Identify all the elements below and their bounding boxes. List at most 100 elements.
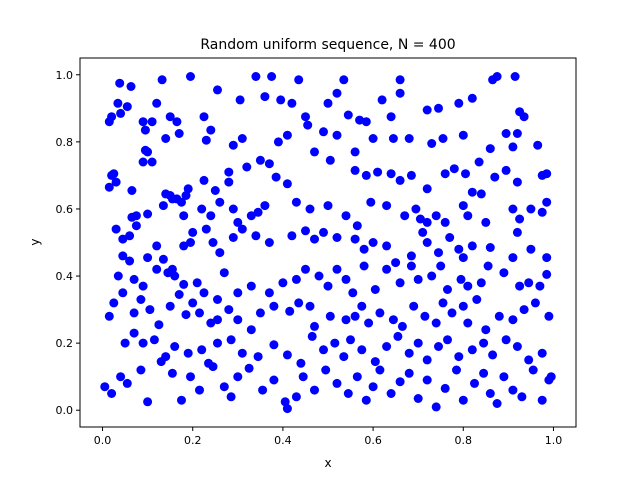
- data-point: [467, 241, 477, 251]
- data-point: [165, 191, 175, 200]
- data-point: [213, 338, 222, 348]
- data-point: [296, 358, 306, 368]
- data-point: [129, 274, 139, 284]
- data-point: [463, 211, 473, 221]
- data-point: [359, 244, 369, 254]
- data-point: [294, 298, 304, 308]
- data-point: [294, 75, 304, 85]
- data-point: [156, 357, 166, 367]
- data-point: [127, 186, 137, 195]
- data-point: [136, 295, 146, 304]
- data-point: [116, 108, 126, 118]
- data-point: [458, 395, 468, 405]
- data-point: [420, 311, 430, 321]
- data-point: [301, 112, 310, 122]
- data-point: [319, 227, 328, 237]
- data-point: [255, 308, 265, 318]
- x-tick-label: 0.6: [364, 434, 382, 447]
- data-point: [143, 209, 153, 219]
- data-point: [535, 281, 545, 291]
- data-point: [501, 335, 511, 345]
- data-point: [463, 318, 473, 328]
- data-point: [213, 295, 222, 304]
- data-point: [188, 227, 198, 237]
- data-point: [382, 342, 392, 351]
- data-point: [406, 251, 416, 261]
- data-point: [526, 204, 536, 214]
- data-point: [323, 201, 333, 211]
- data-point: [149, 335, 159, 345]
- data-point: [138, 281, 148, 291]
- data-point: [490, 172, 500, 182]
- data-point: [113, 98, 123, 108]
- data-point: [305, 204, 315, 214]
- data-point: [341, 315, 351, 325]
- data-point: [443, 285, 452, 294]
- data-point: [276, 95, 286, 105]
- data-point: [438, 134, 448, 143]
- data-point: [264, 159, 274, 169]
- data-point: [485, 243, 495, 252]
- data-point: [325, 155, 335, 165]
- y-axis: 0.0 0.2 0.4 0.6 0.8 1.0: [56, 69, 80, 417]
- data-point: [167, 368, 177, 378]
- data-point: [467, 93, 477, 103]
- data-point: [542, 253, 552, 263]
- data-point: [467, 187, 477, 197]
- data-point: [357, 301, 367, 311]
- data-point: [431, 318, 441, 328]
- data-point: [192, 278, 202, 288]
- data-point: [111, 224, 121, 234]
- data-point: [456, 274, 466, 284]
- data-point: [508, 253, 518, 263]
- data-point: [109, 298, 119, 308]
- data-point: [264, 238, 274, 247]
- data-point: [368, 382, 378, 392]
- data-point: [395, 278, 405, 288]
- data-point: [107, 389, 117, 398]
- x-axis-label: x: [324, 456, 331, 470]
- data-point: [404, 348, 414, 358]
- data-point: [147, 117, 157, 127]
- data-point: [474, 157, 484, 167]
- data-point: [138, 117, 148, 127]
- data-point: [321, 365, 331, 375]
- data-point: [440, 169, 450, 179]
- data-point: [341, 274, 351, 284]
- data-point: [395, 175, 405, 185]
- data-point: [449, 164, 459, 174]
- data-point: [512, 227, 522, 237]
- data-point: [260, 201, 270, 211]
- data-point: [476, 189, 486, 199]
- data-point: [375, 308, 385, 318]
- data-point: [269, 301, 279, 311]
- data-point: [219, 268, 229, 278]
- data-point: [452, 365, 461, 375]
- data-point: [152, 98, 162, 108]
- plot-frame: [79, 57, 577, 428]
- data-point: [422, 217, 432, 227]
- data-point: [388, 134, 398, 143]
- data-point: [179, 241, 189, 251]
- data-point: [332, 264, 342, 274]
- data-point: [447, 308, 457, 318]
- data-point: [260, 92, 270, 102]
- data-point: [375, 365, 385, 375]
- x-axis: 0.0 0.2 0.4 0.6 0.8 1.0: [94, 427, 562, 447]
- data-point: [528, 365, 538, 375]
- data-point: [512, 129, 522, 138]
- data-point: [382, 241, 392, 251]
- data-point: [492, 72, 502, 81]
- data-point: [434, 342, 443, 351]
- data-point: [199, 288, 209, 298]
- data-point: [183, 348, 193, 358]
- data-point: [488, 350, 498, 360]
- data-point: [271, 172, 281, 182]
- data-point: [113, 271, 123, 281]
- data-point: [357, 345, 367, 355]
- data-point: [512, 342, 522, 351]
- data-point: [291, 274, 301, 284]
- data-point: [199, 112, 209, 122]
- data-point: [339, 352, 349, 362]
- data-point: [226, 392, 236, 402]
